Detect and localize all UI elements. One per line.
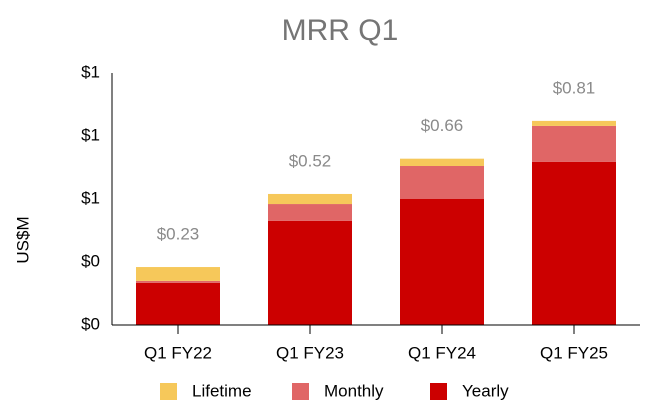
bar-segment: [532, 161, 616, 325]
total-label: $0.23: [157, 225, 200, 244]
legend-label: Yearly: [462, 381, 509, 400]
y-tick-label: $0: [81, 251, 100, 270]
y-tick-label: $1: [81, 62, 100, 81]
chart-title: MRR Q1: [282, 14, 399, 47]
bar-segment: [136, 280, 220, 283]
bar-segment: [400, 158, 484, 166]
bar-segment: [400, 165, 484, 199]
bar-segment: [268, 193, 352, 205]
bar-segment: [268, 204, 352, 221]
total-label: $0.52: [289, 151, 332, 170]
bar-segment: [136, 282, 220, 325]
total-label: $0.81: [553, 78, 596, 97]
x-tick-label: Q1 FY25: [540, 343, 608, 362]
bar-segment: [532, 125, 616, 162]
y-axis-label: US$M: [13, 216, 32, 263]
bar-segment: [400, 199, 484, 325]
y-tick-label: $0: [81, 314, 100, 333]
legend-label: Monthly: [324, 381, 384, 400]
legend-swatch: [160, 383, 177, 400]
legend-label: Lifetime: [192, 381, 252, 400]
bar-segment: [268, 220, 352, 325]
bar-segment: [136, 267, 220, 281]
bar-segment: [532, 120, 616, 126]
x-tick-label: Q1 FY24: [408, 343, 476, 362]
y-tick-label: $1: [81, 188, 100, 207]
total-label: $0.66: [421, 116, 464, 135]
legend-swatch: [292, 383, 309, 400]
y-tick-label: $1: [81, 125, 100, 144]
legend-swatch: [430, 383, 447, 400]
x-tick-label: Q1 FY22: [144, 343, 212, 362]
x-tick-label: Q1 FY23: [276, 343, 344, 362]
